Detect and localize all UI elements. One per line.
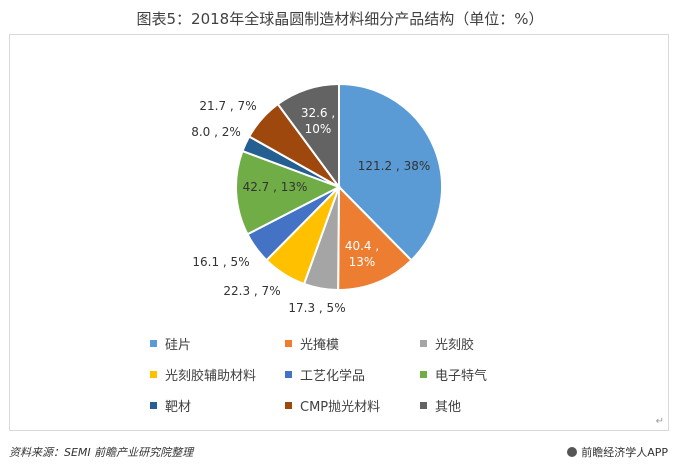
- data-label: 40.4 , 13%: [345, 239, 379, 269]
- legend-label: 光刻胶辅助材料: [165, 369, 257, 384]
- corner-mark: ↵: [655, 416, 664, 427]
- legend-item: 靶材: [150, 396, 191, 415]
- data-label: 42.7 , 13%: [243, 180, 308, 194]
- source-note: 资料来源：SEMI 前瞻产业研究院整理: [9, 446, 194, 459]
- legend-swatch: [150, 402, 157, 409]
- pie-slice: [235, 149, 342, 236]
- legend-item: CMP抛光材料: [285, 396, 380, 415]
- data-label: 8.0 , 2%: [191, 125, 241, 139]
- legend-swatch: [150, 340, 157, 347]
- legend-label: 光掩模: [300, 338, 340, 353]
- legend-item: 硅片: [150, 334, 191, 353]
- legend-item: 光掩模: [285, 334, 339, 353]
- legend-label: 工艺化学品: [300, 369, 366, 384]
- legend-label: 光刻胶: [435, 338, 475, 353]
- legend-item: 电子特气: [420, 365, 487, 384]
- legend-swatch: [150, 371, 157, 378]
- legend-label: 硅片: [165, 338, 192, 353]
- legend-label: 靶材: [165, 400, 192, 415]
- data-label: 21.7 , 7%: [199, 99, 256, 113]
- chart-frame: [9, 34, 669, 431]
- legend-swatch: [420, 340, 427, 347]
- legend-swatch: [285, 340, 292, 347]
- legend-item: 其他: [420, 396, 461, 415]
- legend-label: CMP抛光材料: [300, 400, 381, 415]
- legend-swatch: [285, 371, 292, 378]
- data-label: 17.3 , 5%: [288, 301, 345, 315]
- data-label: 22.3 , 7%: [223, 284, 280, 298]
- pie-slice: [338, 82, 443, 262]
- pie-slice: [276, 82, 340, 191]
- brand-name: 前瞻经济学人APP: [581, 446, 668, 459]
- legend-label: 其他: [435, 400, 462, 415]
- brand-mark: 前瞻经济学人APP: [567, 444, 668, 460]
- data-label: 121.2 , 38%: [358, 159, 430, 173]
- brand-logo-icon: [567, 447, 578, 457]
- legend-swatch: [420, 402, 427, 409]
- pie-slice: [337, 184, 413, 292]
- legend-item: 光刻胶: [420, 334, 474, 353]
- legend-swatch: [285, 402, 292, 409]
- legend-item: 工艺化学品: [285, 365, 365, 384]
- data-label: 32.6 , 10%: [301, 106, 335, 136]
- legend-item: 光刻胶辅助材料: [150, 365, 256, 384]
- chart-title: 图表5：2018年全球晶圆制造材料细分产品结构（单位：%）: [136, 10, 544, 28]
- legend-swatch: [420, 371, 427, 378]
- data-label: 16.1 , 5%: [192, 255, 249, 269]
- legend-label: 电子特气: [435, 369, 488, 384]
